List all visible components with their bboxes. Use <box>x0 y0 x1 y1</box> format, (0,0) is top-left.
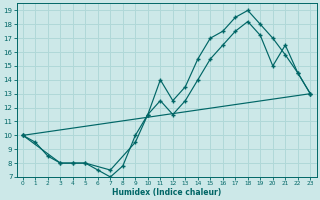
X-axis label: Humidex (Indice chaleur): Humidex (Indice chaleur) <box>112 188 221 197</box>
